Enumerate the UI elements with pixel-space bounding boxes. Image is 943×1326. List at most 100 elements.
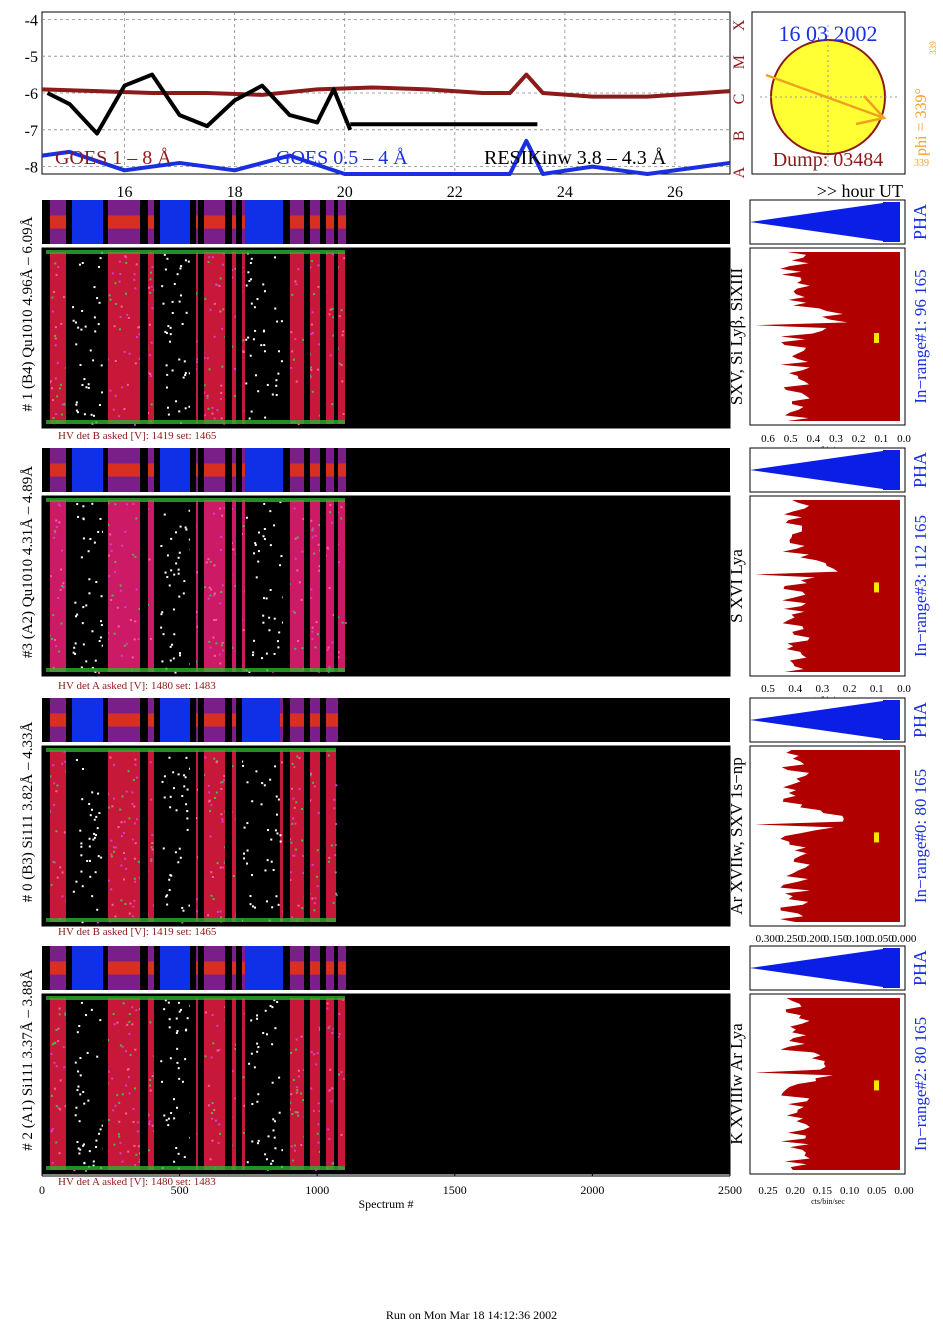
dark-band-speckle — [181, 322, 184, 325]
dark-band-speckle — [178, 595, 181, 598]
strip-band — [298, 215, 302, 229]
dark-band-speckle — [245, 382, 248, 385]
spectrum-speckle — [64, 1013, 67, 1016]
strip-band — [222, 215, 226, 229]
spectrum-speckle — [132, 502, 135, 505]
spectrum-speckle — [116, 1094, 119, 1097]
spectrum-speckle — [315, 1169, 318, 1172]
spectrum-speckle — [211, 1102, 214, 1105]
spectrum-speckle — [123, 878, 126, 881]
strip-blue-band — [72, 200, 103, 244]
spectrum-speckle — [127, 1067, 130, 1070]
image-dark-band — [160, 252, 190, 424]
spectrum-speckle — [126, 313, 129, 316]
inrange-label: In−range#0: 80 165 — [911, 769, 930, 903]
spectrum-speckle — [291, 1113, 294, 1116]
spectrum-speckle — [110, 855, 113, 858]
spectrum-speckle — [61, 549, 64, 552]
strip-blue-band — [160, 448, 190, 492]
spectrum-speckle — [337, 656, 340, 659]
spectrum-speckle — [309, 799, 312, 802]
strip-band — [294, 215, 298, 229]
dark-band-speckle — [96, 1055, 99, 1058]
dark-band-speckle — [254, 543, 257, 546]
dark-band-speckle — [279, 834, 282, 837]
dark-band-speckle — [257, 390, 260, 393]
spectrum-speckle — [53, 530, 56, 533]
dark-band-speckle — [101, 391, 104, 394]
spectrum-speckle — [207, 261, 210, 264]
dark-band-speckle — [256, 1042, 259, 1045]
dark-band-speckle — [278, 1076, 281, 1079]
run-timestamp: Run on Mon Mar 18 14:12:36 2002 — [385, 1308, 558, 1322]
spectrum-speckle — [150, 285, 153, 288]
spectrum-speckle — [297, 904, 300, 907]
strip-gap — [304, 698, 310, 742]
spectrum-speckle — [242, 350, 245, 353]
spectrum-speckle — [109, 543, 112, 546]
strip-band — [330, 215, 334, 229]
spectrum-tick-label: 1000 — [305, 1183, 329, 1197]
spectrum-speckle — [147, 371, 150, 374]
dark-band-speckle — [164, 268, 167, 271]
spectrum-speckle — [51, 310, 54, 313]
spectrum-speckle — [151, 842, 154, 845]
spectrum-speckle — [219, 310, 222, 313]
dark-band-speckle — [97, 530, 100, 533]
strip-band — [122, 215, 126, 229]
goes-y-tick-label: -4 — [25, 12, 38, 29]
sun-date: 16 03 2002 — [779, 21, 878, 46]
spectrum-speckle — [332, 334, 335, 337]
spectrum-speckle — [290, 331, 293, 334]
dark-band-speckle — [85, 604, 88, 607]
histogram-tick-label: 0.1 — [874, 433, 888, 445]
spectrum-speckle — [203, 414, 206, 417]
strip-band — [290, 713, 294, 727]
spectrum-speckle — [138, 1160, 141, 1163]
dark-band-speckle — [179, 856, 182, 859]
strip-band — [206, 463, 210, 477]
spectrum-speckle — [111, 594, 114, 597]
spectrum-speckle — [311, 897, 314, 900]
spectrum-speckle — [331, 403, 334, 406]
strip-band — [222, 961, 226, 975]
dark-band-speckle — [172, 771, 175, 774]
dark-band-speckle — [243, 826, 246, 829]
spectrum-speckle — [344, 621, 347, 624]
spectrum-speckle — [55, 1065, 58, 1068]
spectrum-speckle — [57, 1040, 60, 1043]
dark-band-speckle — [179, 267, 182, 270]
dark-band-speckle — [178, 410, 181, 413]
image-gap — [283, 746, 290, 926]
spectrum-speckle — [131, 1023, 134, 1026]
spectrum-speckle — [207, 558, 210, 561]
dark-band-speckle — [248, 417, 251, 420]
dark-band-speckle — [169, 659, 172, 662]
spectrum-speckle — [110, 839, 113, 842]
spectrum-speckle — [331, 1162, 334, 1165]
dark-band-speckle — [271, 1006, 274, 1009]
strip-gap — [140, 200, 148, 244]
spectrum-speckle — [297, 1069, 300, 1072]
dark-band-speckle — [168, 756, 171, 759]
spectrum-speckle — [234, 584, 237, 587]
strip-band — [134, 215, 138, 229]
spectrum-speckle — [118, 1101, 121, 1104]
spectrum-speckle — [151, 834, 154, 837]
strip-gap — [320, 200, 326, 244]
dark-band-speckle — [262, 330, 265, 333]
spectrum-speckle — [135, 336, 138, 339]
spectrum-speckle — [121, 1093, 124, 1096]
dark-band-speckle — [89, 814, 92, 817]
spectrum-speckle — [296, 536, 299, 539]
spectrum-speckle — [196, 625, 199, 628]
spectrum-speckle — [135, 263, 138, 266]
spectrum-speckle — [316, 849, 319, 852]
dark-band-speckle — [85, 660, 88, 663]
spectrum-speckle — [326, 1002, 329, 1005]
spectrum-speckle — [209, 308, 212, 311]
dark-band-speckle — [90, 1008, 93, 1011]
spectrum-speckle — [124, 255, 127, 258]
strip-blue-band — [160, 698, 195, 742]
dark-band-speckle — [99, 620, 102, 623]
